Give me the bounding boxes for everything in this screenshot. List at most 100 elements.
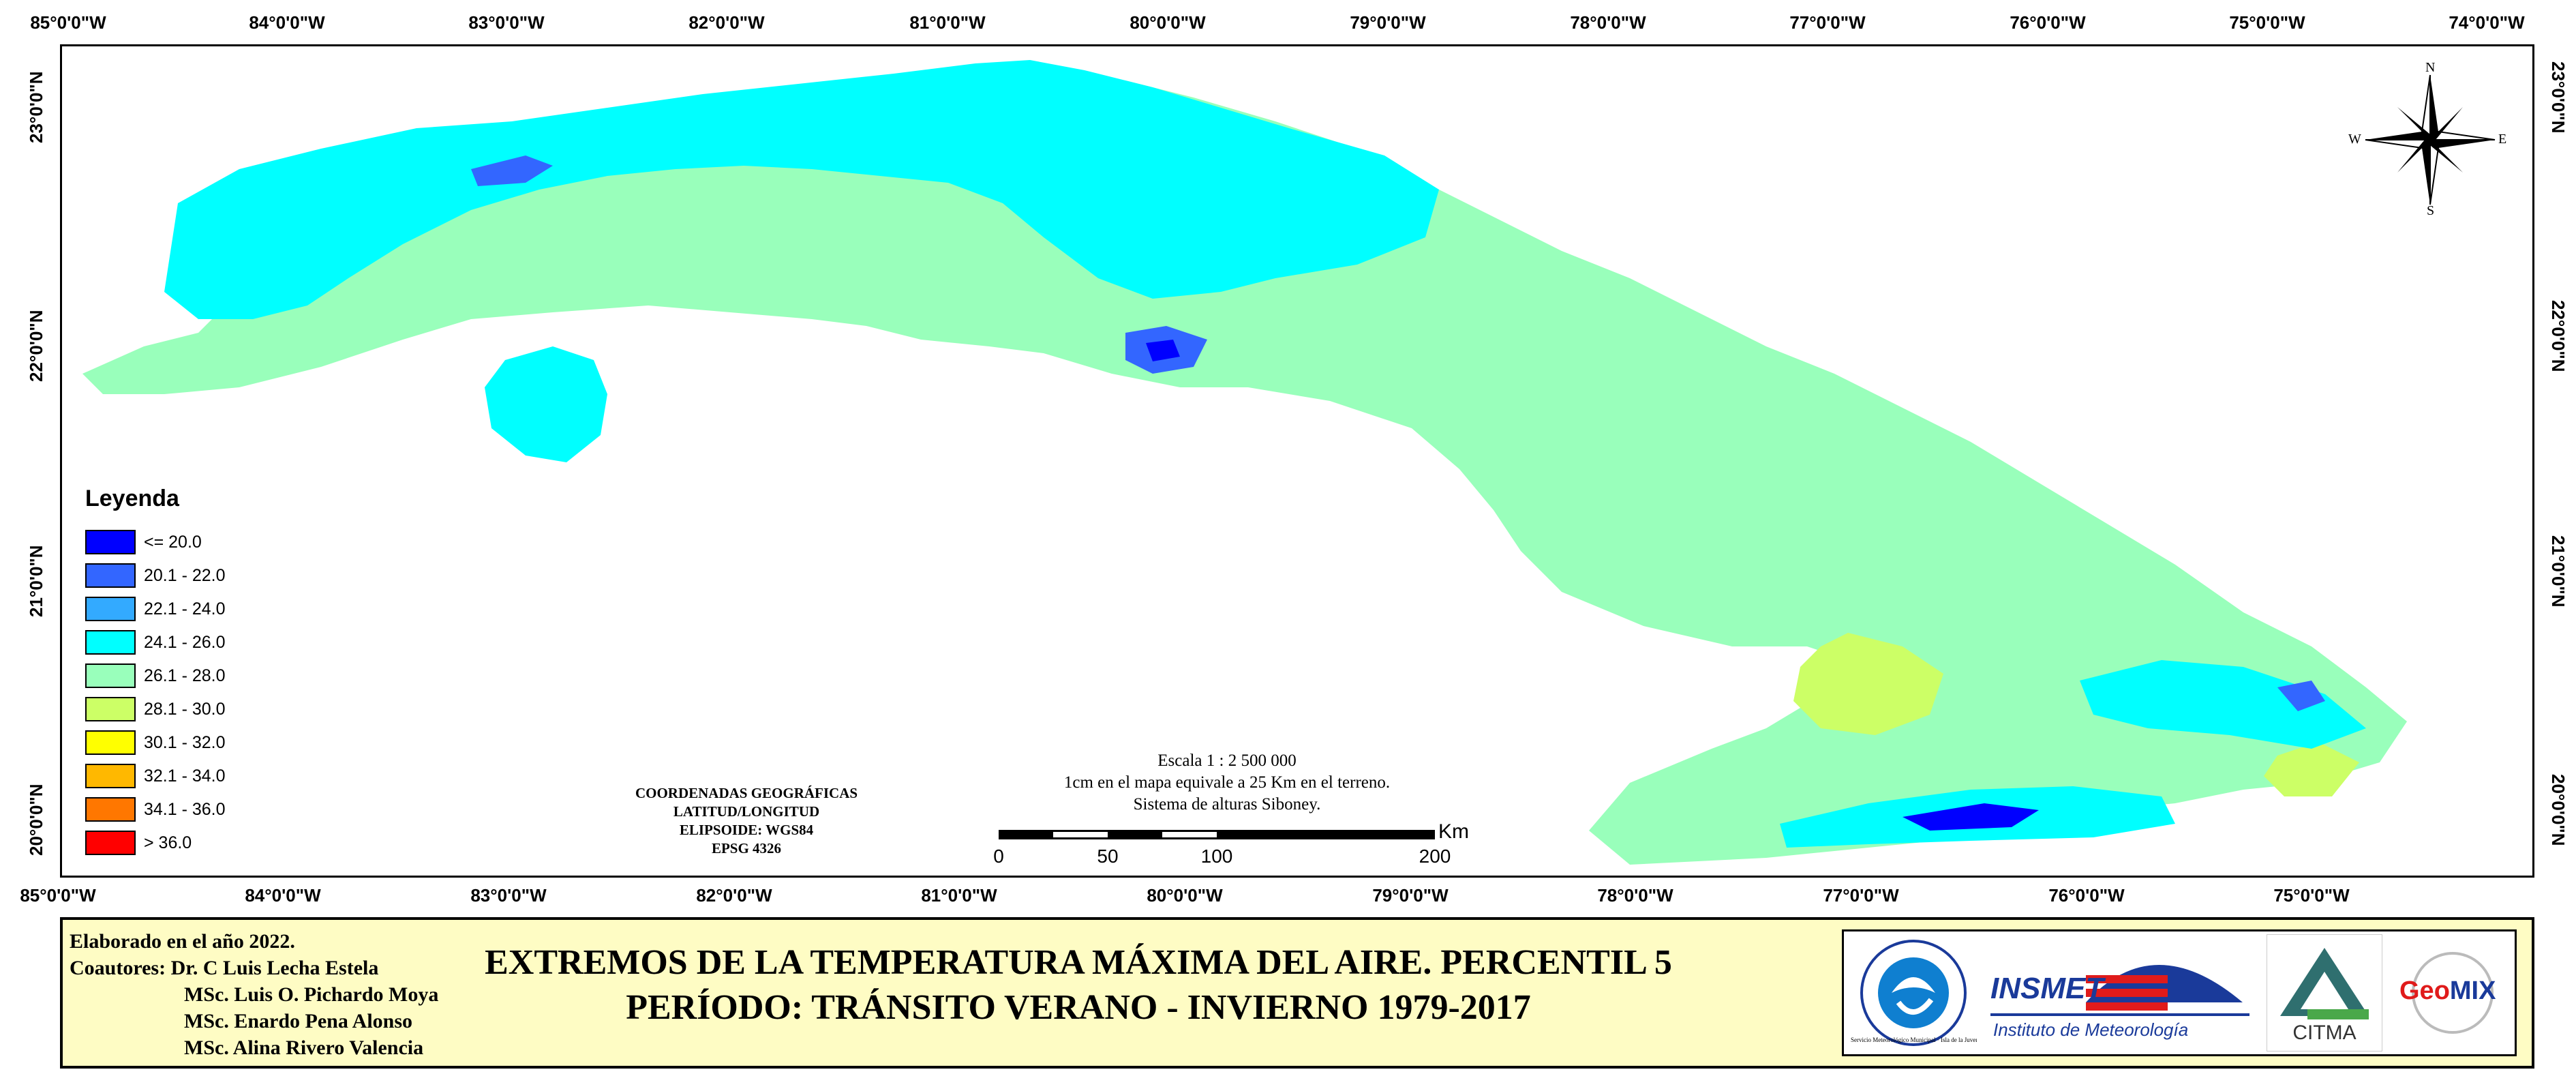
lon-label-top-81: 81°0'0"W	[909, 12, 986, 33]
zone-isla-juventud	[485, 346, 607, 462]
geomix-mix: MIX	[2449, 976, 2496, 1005]
zone-west-cool	[164, 60, 1439, 319]
compass-south: S	[2427, 203, 2435, 218]
legend-item: > 36.0	[85, 829, 192, 856]
geomix-logo-text: GeoMIX	[2399, 976, 2496, 1006]
lat-label-left-21: 21°0'0"N	[26, 545, 46, 617]
lon-label-bottom-77: 77°0'0"W	[1823, 885, 1899, 906]
insmet-logo: INSMET Instituto de Meteorología	[1984, 934, 2256, 1051]
legend-label: <= 20.0	[144, 532, 202, 552]
coords-line3: ELIPSOIDE: WGS84	[679, 822, 814, 838]
scale-unit: Km	[1438, 820, 1469, 843]
insmet-logo-text: INSMET	[1990, 972, 2104, 1005]
scale-bar-graphic	[999, 830, 1435, 839]
lon-label-top-83: 83°0'0"W	[468, 12, 545, 33]
legend-swatch	[85, 663, 136, 688]
lat-label-right-23: 23°0'0"N	[2548, 61, 2569, 134]
legend-label: > 36.0	[144, 833, 192, 852]
lon-label-bottom-75: 75°0'0"W	[2273, 885, 2350, 906]
compass-north: N	[2425, 60, 2436, 75]
scale-tick-50: 50	[1097, 846, 1119, 867]
lat-label-left-20: 20°0'0"N	[26, 784, 46, 856]
municipal-met-logo: Servicio Meteorológico Municipal · Isla …	[1851, 934, 1977, 1051]
map-title-line2: PERÍODO: TRÁNSITO VERANO - INVIERNO 1979…	[626, 988, 1531, 1027]
lon-label-top-84: 84°0'0"W	[249, 12, 325, 33]
coords-line1: COORDENADAS GEOGRÁFICAS	[635, 785, 858, 801]
lon-label-bottom-78: 78°0'0"W	[1597, 885, 1673, 906]
legend-title: Leyenda	[85, 486, 179, 511]
scale-equivalence: 1cm en el mapa equivale a 25 Km en el te…	[1063, 773, 1391, 792]
geomix-logo-icon	[2412, 952, 2494, 1034]
lon-label-bottom-83: 83°0'0"W	[470, 885, 547, 906]
footer-panel: Elaborado en el año 2022. Coautores: Dr.…	[60, 917, 2534, 1069]
map-title-line1: EXTREMOS DE LA TEMPERATURA MÁXIMA DEL AI…	[485, 943, 1672, 982]
lon-label-top-82: 82°0'0"W	[688, 12, 765, 33]
credits-coauthor-2: MSc. Luis O. Pichardo Moya	[184, 983, 439, 1006]
scale-info: Escala 1 : 2 500 000 1cm en el mapa equi…	[988, 750, 1466, 816]
scale-ratio: Escala 1 : 2 500 000	[1157, 751, 1297, 770]
compass-rose-icon	[2365, 74, 2496, 205]
legend-label: 34.1 - 36.0	[144, 799, 226, 819]
zone-escambray-core	[1146, 340, 1180, 361]
cuba-map[interactable]	[62, 46, 2532, 876]
legend-item: 26.1 - 28.0	[85, 662, 226, 689]
lon-label-top-80: 80°0'0"W	[1130, 12, 1206, 33]
legend-label: 26.1 - 28.0	[144, 666, 226, 685]
legend-swatch	[85, 797, 136, 822]
zone-sierra-maestra-core	[1903, 803, 2039, 831]
credits-block: Elaborado en el año 2022. Coautores: Dr.…	[70, 928, 438, 1061]
zone-east-warm	[1793, 633, 1943, 735]
legend-swatch	[85, 697, 136, 721]
lat-label-left-23: 23°0'0"N	[26, 71, 46, 143]
lon-label-top-79: 79°0'0"W	[1350, 12, 1426, 33]
legend-item: 30.1 - 32.0	[85, 729, 226, 756]
legend-label: 28.1 - 30.0	[144, 699, 226, 719]
zone-east-warm-2	[2264, 742, 2359, 796]
legend-swatch	[85, 563, 136, 588]
legend-swatch	[85, 597, 136, 621]
legend-label: 32.1 - 34.0	[144, 766, 226, 786]
zone-nipe-core	[2277, 681, 2325, 711]
map-title: EXTREMOS DE LA TEMPERATURA MÁXIMA DEL AI…	[472, 940, 1685, 1030]
legend-item: 34.1 - 36.0	[85, 796, 226, 823]
citma-logo-text: CITMA	[2292, 1021, 2357, 1044]
lat-label-right-21: 21°0'0"N	[2548, 535, 2569, 608]
map-frame	[60, 44, 2534, 878]
lat-label-left-22: 22°0'0"N	[26, 310, 46, 382]
legend-item: 22.1 - 24.0	[85, 595, 226, 623]
lon-label-top-77: 77°0'0"W	[1789, 12, 1866, 33]
scale-tick-100: 100	[1200, 846, 1233, 867]
lon-label-top-76: 76°0'0"W	[2010, 12, 2086, 33]
legend-label: 30.1 - 32.0	[144, 732, 226, 752]
lon-label-bottom-81: 81°0'0"W	[921, 885, 997, 906]
scale-bar	[999, 829, 1435, 846]
lat-label-right-20: 20°0'0"N	[2548, 774, 2569, 846]
credits-coauthor-3: MSc. Enardo Pena Alonso	[184, 1010, 413, 1032]
legend-item: 24.1 - 26.0	[85, 629, 226, 656]
scale-tick-200: 200	[1419, 846, 1451, 867]
coords-line4: EPSG 4326	[711, 840, 782, 856]
compass-east: E	[2498, 132, 2507, 147]
coordinate-system-info: COORDENADAS GEOGRÁFICAS LATITUD/LONGITUD…	[617, 784, 876, 858]
legend-item: <= 20.0	[85, 528, 202, 556]
insmet-logo-subtitle: Instituto de Meteorología	[1993, 1019, 2189, 1040]
municipal-met-logo-text: Servicio Meteorológico Municipal · Isla …	[1851, 1036, 1977, 1043]
lon-label-top-85: 85°0'0"W	[30, 12, 106, 33]
credits-year: Elaborado en el año 2022.	[70, 930, 295, 953]
lon-label-top-75: 75°0'0"W	[2229, 12, 2305, 33]
cuba-island-base	[82, 70, 2407, 865]
legend-swatch	[85, 530, 136, 554]
credits-coauthor-4: MSc. Alina Rivero Valencia	[184, 1036, 424, 1059]
lon-label-bottom-79: 79°0'0"W	[1372, 885, 1449, 906]
legend-label: 22.1 - 24.0	[144, 599, 226, 618]
geomix-geo: Geo	[2399, 976, 2450, 1005]
legend-label: 24.1 - 26.0	[144, 632, 226, 652]
credits-coauthor-1: Coautores: Dr. C Luis Lecha Estela	[70, 957, 379, 979]
lon-label-top-78: 78°0'0"W	[1570, 12, 1646, 33]
compass-west: W	[2348, 132, 2361, 147]
legend-swatch	[85, 630, 136, 655]
municipal-met-logo-icon	[1860, 940, 1967, 1046]
legend-item: 20.1 - 22.0	[85, 562, 226, 589]
legend-label: 20.1 - 22.0	[144, 565, 226, 585]
legend-swatch	[85, 730, 136, 755]
